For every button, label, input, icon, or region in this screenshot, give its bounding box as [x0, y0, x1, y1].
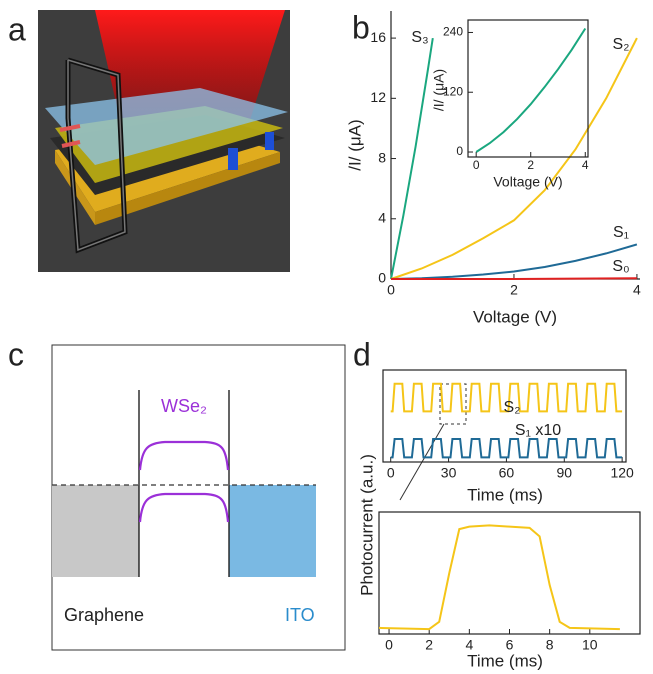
x-tick-label: 10: [582, 637, 598, 653]
y-tick-label: 8: [378, 149, 386, 165]
y-tick-label: 240: [443, 25, 463, 39]
plot-frame: [468, 20, 588, 157]
y-tick-label: 4: [378, 209, 386, 225]
y-axis-label: /I/ (μA): [345, 119, 364, 170]
x-axis-label: Voltage (V): [473, 307, 557, 326]
panel-label: c: [8, 336, 24, 372]
y-tick-label: 0: [456, 144, 463, 158]
x-tick-label: 2: [527, 158, 534, 172]
x-tick-label: 4: [465, 637, 473, 653]
left-label: Graphene: [64, 605, 144, 625]
x-tick-label: 0: [385, 637, 393, 653]
series-label: S₁: [613, 224, 629, 241]
y-axis-label: /I/ (μA): [431, 69, 447, 111]
panel-label: b: [352, 9, 370, 45]
series-line: [391, 244, 637, 279]
panel-label: a: [8, 11, 26, 47]
series-line: [379, 525, 620, 629]
material-label: WSe₂: [161, 396, 207, 416]
x-tick-label: 90: [556, 465, 572, 481]
x-tick-label: 4: [633, 282, 641, 298]
x-tick-label: 4: [582, 158, 589, 172]
x-tick-label: 6: [506, 637, 514, 653]
x-tick-label: 0: [387, 465, 395, 481]
x-axis-label: Time (ms): [467, 485, 543, 504]
right-label: ITO: [285, 605, 315, 625]
series-label: S₁ x10: [515, 422, 561, 439]
x-tick-label: 2: [425, 637, 433, 653]
series-label: S₂: [613, 36, 630, 53]
x-tick-label: 60: [499, 465, 515, 481]
x-tick-label: 0: [387, 282, 395, 298]
y-tick-label: 16: [370, 29, 386, 45]
y-tick-label: 12: [370, 89, 386, 105]
series-label: S₂: [504, 399, 521, 416]
panel-label: d: [353, 336, 371, 372]
device-render: [38, 10, 290, 272]
x-tick-label: 120: [610, 465, 634, 481]
series-line: [476, 29, 585, 153]
x-tick-label: 2: [510, 282, 518, 298]
figure: a b c d WSe₂ Graphene ITO 0240481216Volt…: [0, 0, 653, 674]
x-axis-label: Voltage (V): [493, 174, 562, 190]
y-tick-label: 0: [378, 270, 386, 286]
series-line: [391, 278, 637, 279]
x-tick-label: 30: [441, 465, 457, 481]
x-tick-label: 0: [473, 158, 480, 172]
plot-frame: [379, 512, 640, 634]
y-axis-label: Photocurrent (a.u.): [357, 454, 376, 596]
x-tick-label: 8: [546, 637, 554, 653]
series-line: [391, 38, 433, 279]
x-axis-label: Time (ms): [467, 651, 543, 670]
series-label: S₀: [612, 258, 629, 275]
series-label: S₃: [411, 29, 428, 46]
series-line: [391, 439, 622, 457]
